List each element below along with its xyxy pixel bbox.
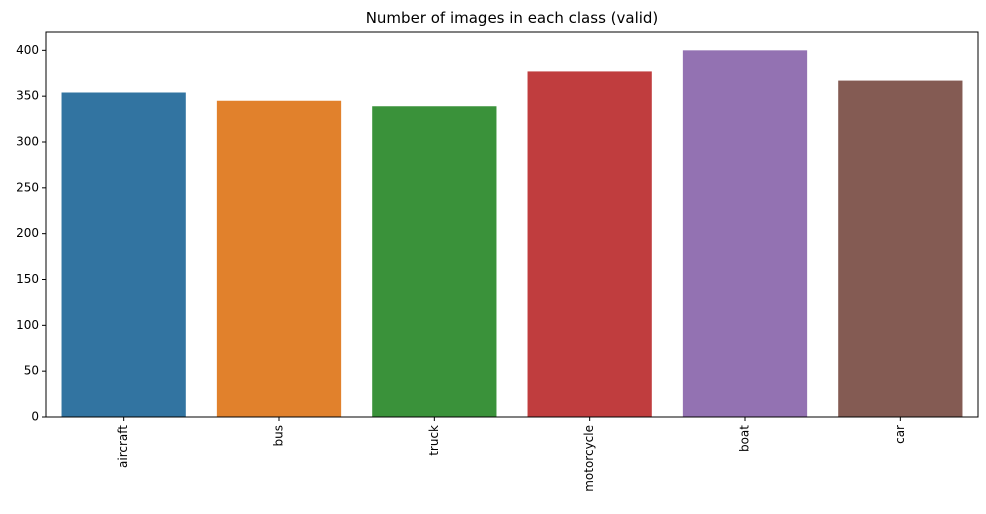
y-tick-label: 400 (16, 43, 39, 57)
y-tick-label: 200 (16, 226, 39, 240)
y-tick-label: 250 (16, 180, 39, 194)
y-tick-label: 0 (31, 410, 39, 424)
y-tick-label: 100 (16, 318, 39, 332)
chart-title: Number of images in each class (valid) (366, 9, 659, 27)
bar-boat (682, 50, 808, 417)
x-tick-label: truck (427, 425, 441, 456)
x-tick-label: aircraft (116, 425, 130, 468)
x-tick-label: motorcycle (582, 425, 596, 492)
y-tick-label: 350 (16, 89, 39, 103)
bar-truck (372, 106, 497, 417)
y-axis: 0 50 100 150 200 250 300 350 400 (16, 43, 46, 424)
y-tick-label: 50 (24, 364, 39, 378)
x-tick-label: car (893, 425, 907, 444)
bars-group (61, 50, 963, 418)
bar-motorcycle (527, 71, 652, 418)
x-tick-label: boat (738, 425, 752, 452)
plot-frame (45, 31, 979, 418)
bar-car (838, 80, 963, 417)
y-tick-label: 300 (16, 135, 39, 149)
bar-aircraft (61, 92, 186, 417)
x-axis: aircraft bus truck motorcycle boat car (116, 417, 907, 492)
bar-bus (216, 100, 342, 417)
x-tick-label: bus (272, 425, 286, 446)
y-tick-label: 150 (16, 272, 39, 286)
